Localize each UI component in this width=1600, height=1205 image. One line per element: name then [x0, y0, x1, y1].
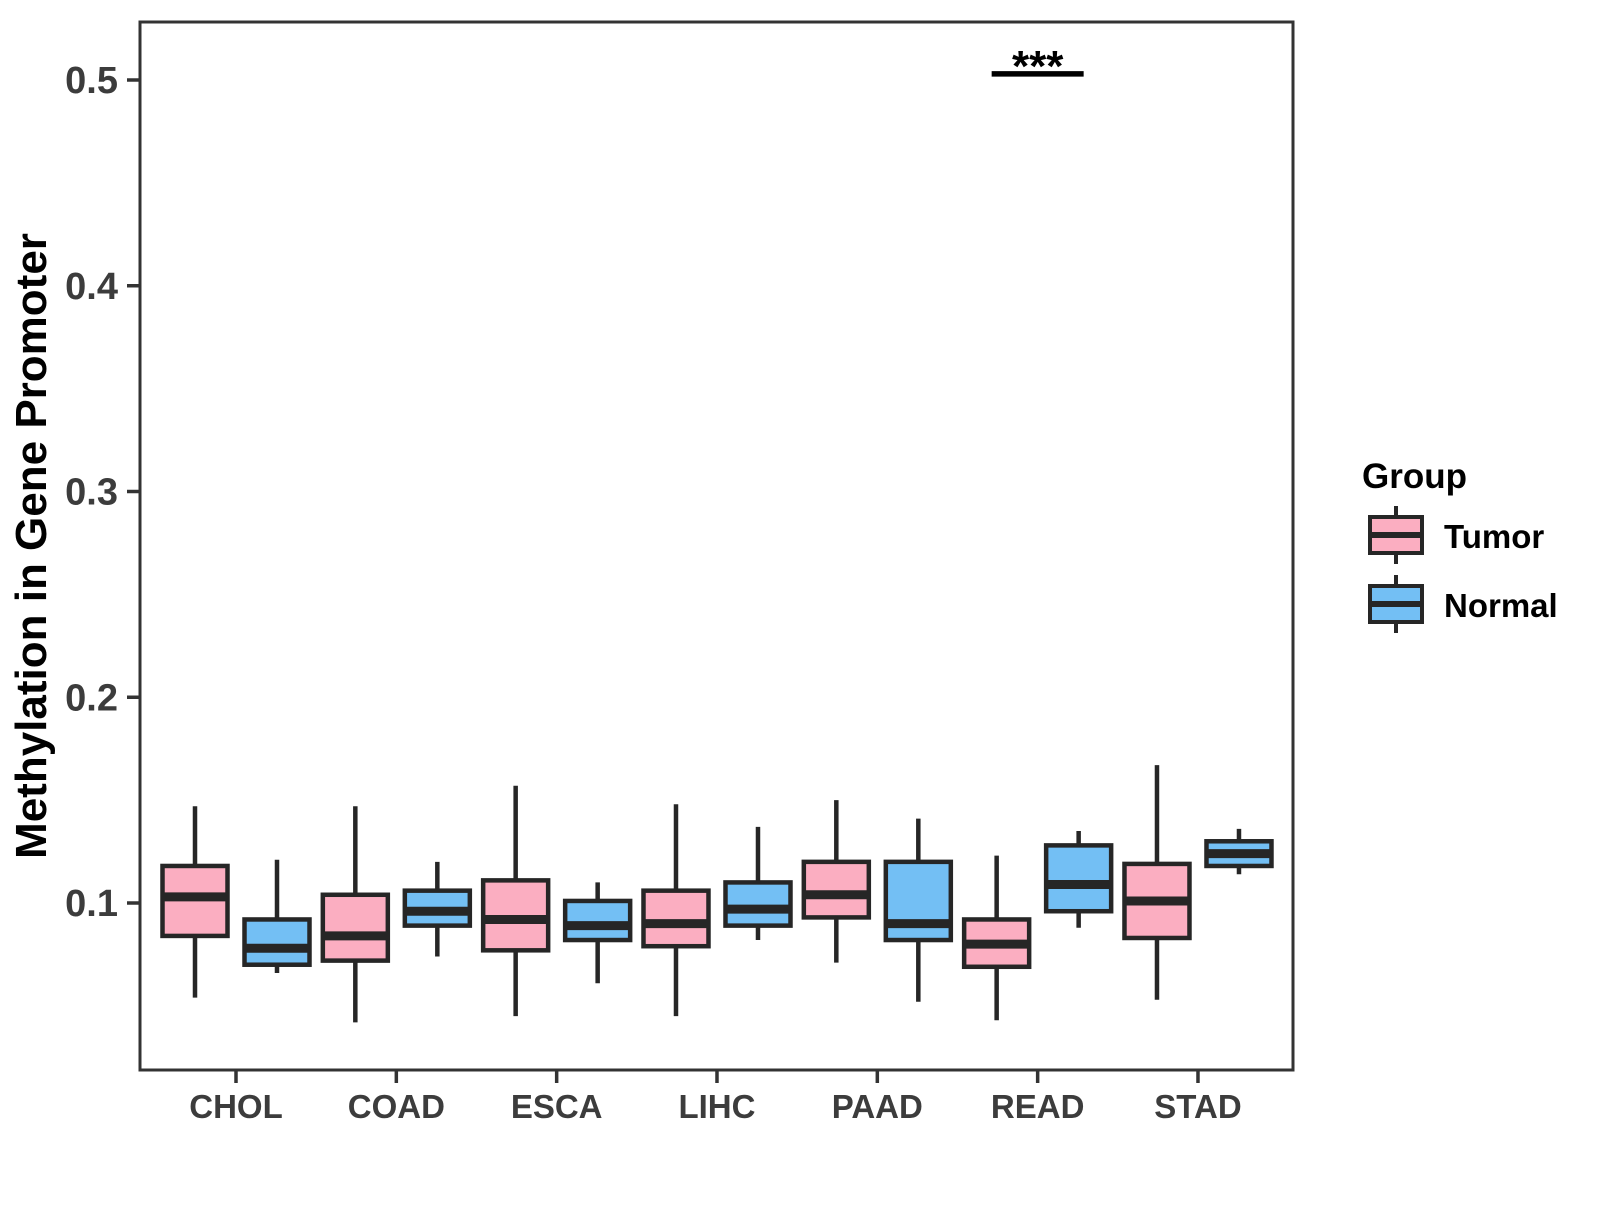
- legend-key-normal-icon: [1368, 575, 1424, 633]
- boxplot-PAAD-Tumor: [801, 800, 872, 963]
- x-category-label: LIHC: [678, 1088, 755, 1125]
- legend-title: Group: [1362, 457, 1467, 496]
- iqr-box: [320, 892, 391, 963]
- legend-label-normal: Normal: [1444, 587, 1558, 624]
- x-category-label: ESCA: [511, 1088, 603, 1125]
- x-category-label: PAAD: [832, 1088, 923, 1125]
- y-tick-label: 0.3: [65, 472, 118, 514]
- boxplot-LIHC-Tumor: [641, 804, 711, 1017]
- iqr-box: [641, 888, 711, 949]
- legend-label-tumor: Tumor: [1444, 518, 1544, 555]
- significance-annotation: ***: [991, 42, 1084, 91]
- boxplot-ESCA-Tumor: [480, 785, 551, 1017]
- plot-panel: 0.1 0.2 0.3 0.4 0.5 CHOL COAD ESCA LIHC PAAD READ S…: [65, 20, 1295, 1125]
- y-tick-label: 0.2: [65, 677, 118, 719]
- boxplot-COAD-Normal: [402, 861, 473, 957]
- iqr-box: [1043, 843, 1114, 914]
- x-category-label: READ: [991, 1088, 1085, 1125]
- boxplot-COAD-Tumor: [320, 806, 391, 1023]
- boxplot-CHOL-Normal: [242, 859, 312, 973]
- y-axis-title: Methylation in Gene Promoter: [7, 233, 56, 859]
- y-tick-label: 0.4: [65, 266, 118, 308]
- iqr-box: [801, 859, 872, 920]
- y-tick-label: 0.1: [65, 883, 118, 925]
- legend: Group Tumor Normal: [1362, 457, 1558, 633]
- iqr-box: [242, 917, 312, 967]
- iqr-box: [562, 898, 633, 943]
- significance-stars: ***: [1012, 42, 1064, 91]
- boxplot-READ-Normal: [1043, 830, 1114, 928]
- y-tick-label: 0.5: [65, 60, 118, 102]
- boxplot-STAD-Normal: [1204, 828, 1274, 875]
- boxplot-READ-Tumor: [961, 855, 1032, 1021]
- x-category-label: STAD: [1154, 1088, 1241, 1125]
- iqr-box: [883, 859, 954, 943]
- boxplot-ESCA-Normal: [562, 882, 633, 984]
- x-category-label: COAD: [348, 1088, 445, 1125]
- legend-key-tumor-icon: [1368, 506, 1424, 564]
- boxplot-CHOL-Tumor: [160, 806, 230, 998]
- iqr-box: [723, 880, 793, 928]
- x-category-label: CHOL: [189, 1088, 283, 1125]
- boxplot-LIHC-Normal: [723, 826, 793, 941]
- boxplot-PAAD-Normal: [883, 818, 954, 1002]
- panel-border: [138, 20, 1295, 1072]
- boxplot-STAD-Tumor: [1122, 765, 1192, 1000]
